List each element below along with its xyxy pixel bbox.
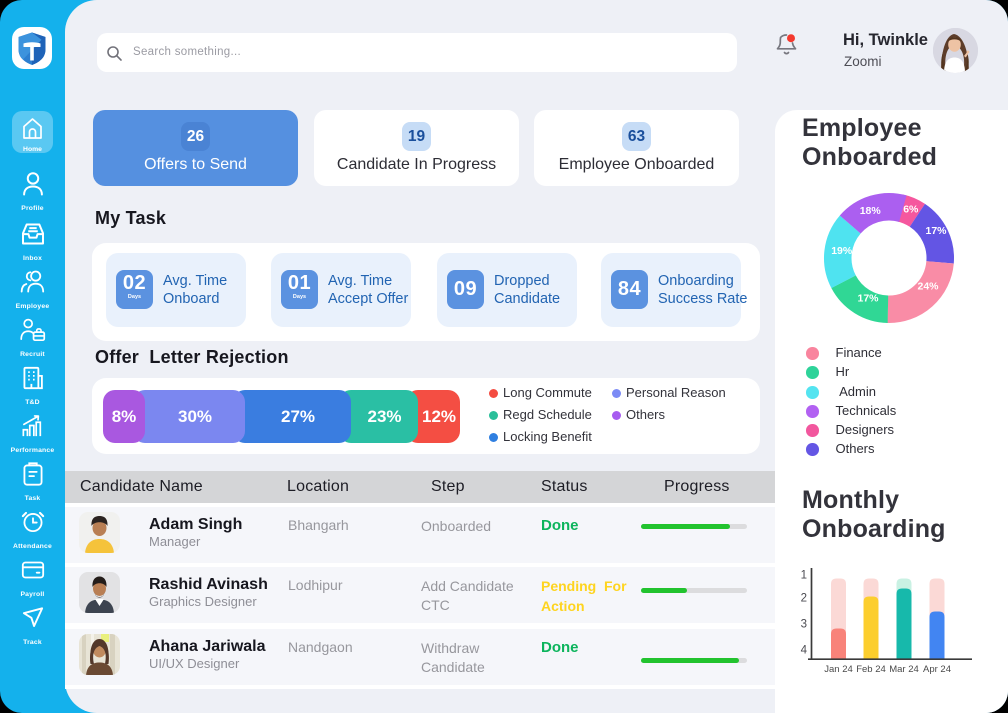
svg-text:Mar 24: Mar 24 — [889, 664, 919, 675]
svg-text:18%: 18% — [860, 205, 882, 217]
svg-text:6%: 6% — [903, 204, 919, 216]
svg-text:Apr 24: Apr 24 — [923, 664, 951, 675]
svg-text:Feb 24: Feb 24 — [856, 664, 886, 675]
svg-text:4: 4 — [801, 645, 808, 657]
svg-text:2: 2 — [801, 593, 807, 605]
svg-text:24%: 24% — [917, 281, 939, 293]
svg-text:17%: 17% — [857, 292, 879, 304]
svg-text:3: 3 — [801, 619, 807, 631]
svg-text:17%: 17% — [925, 225, 947, 237]
svg-text:Jan 24: Jan 24 — [824, 664, 853, 675]
svg-text:19%: 19% — [831, 245, 853, 257]
svg-text:1: 1 — [801, 570, 807, 582]
